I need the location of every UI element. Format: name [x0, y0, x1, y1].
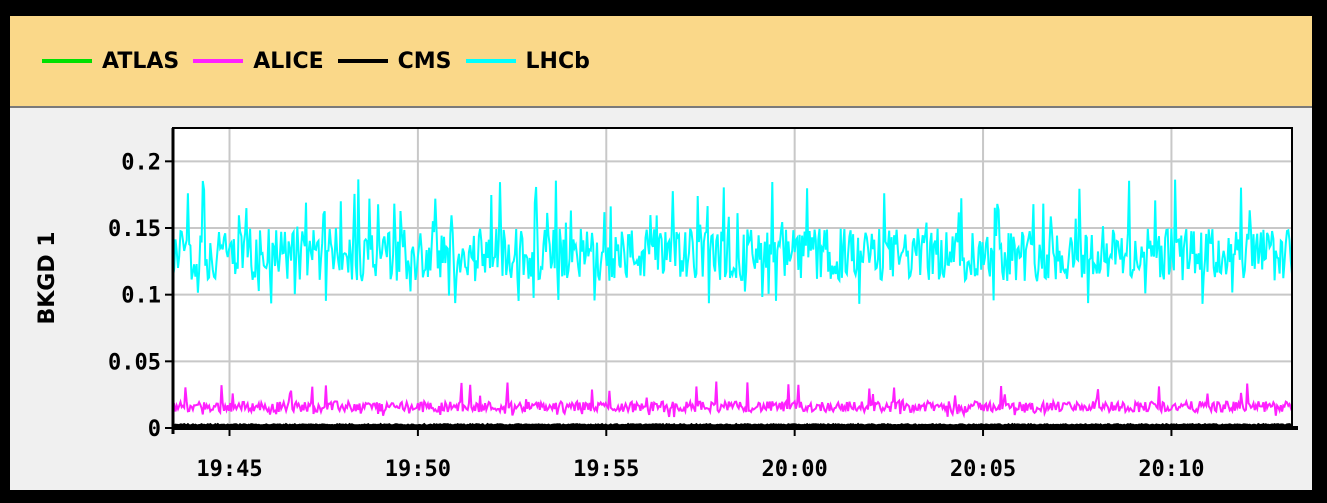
- legend-swatch-atlas: [42, 59, 92, 63]
- y-tick-label-3: 0.15: [108, 217, 161, 242]
- x-tick-label-3: 20:00: [762, 457, 828, 482]
- series-line-lhcb: [172, 179, 1293, 304]
- x-tick-label-4: 20:05: [950, 457, 1016, 482]
- legend-label-atlas: ATLAS: [102, 48, 180, 74]
- legend-swatch-alice: [193, 59, 244, 63]
- legend-item-alice: ALICE: [193, 48, 324, 74]
- legend-label-cms: CMS: [397, 48, 452, 74]
- y-tick-label-1: 0.05: [108, 350, 161, 375]
- legend-label-alice: ALICE: [253, 48, 324, 74]
- grid-lines: [173, 128, 1292, 428]
- plot-background: [173, 128, 1292, 428]
- series-line-cms: [172, 422, 1293, 429]
- chart-area: 0 0.05 0.1 0.15 0.2 19:45 19:50 19:55 20:00 20:05…: [10, 108, 1312, 492]
- y-axis-title: BKGD 1: [35, 231, 60, 324]
- series-line-alice: [172, 381, 1293, 419]
- y-tick-label-2: 0.1: [121, 284, 161, 309]
- legend-label-lhcb: LHCb: [525, 48, 590, 74]
- x-tick-label-5: 20:10: [1138, 457, 1204, 482]
- legend-item-atlas: ATLAS: [42, 49, 179, 74]
- axes: 0 0.05 0.1 0.15 0.2 19:45 19:50 19:55 20:00 20:05…: [108, 127, 1298, 482]
- legend-swatch-lhcb: [465, 59, 516, 63]
- chart-svg: 0 0.05 0.1 0.15 0.2 19:45 19:50 19:55 20:00 20:05…: [35, 127, 1298, 482]
- legend: ATLAS ALICE CMS LHCb: [10, 16, 1312, 108]
- x-tick-label-0: 19:45: [196, 457, 262, 482]
- legend-item-cms: CMS: [337, 48, 452, 74]
- legend-swatch-cms: [337, 59, 388, 63]
- y-tick-label-0: 0: [148, 417, 161, 442]
- x-tick-label-1: 19:50: [385, 457, 451, 482]
- legend-item-lhcb: LHCb: [465, 48, 590, 74]
- x-tick-label-2: 19:55: [573, 457, 639, 482]
- chart-frame: ATLAS ALICE CMS LHCb 0 0.05 0.1 0.15 0.2 19:4…: [8, 14, 1314, 492]
- y-tick-label-4: 0.2: [121, 150, 161, 175]
